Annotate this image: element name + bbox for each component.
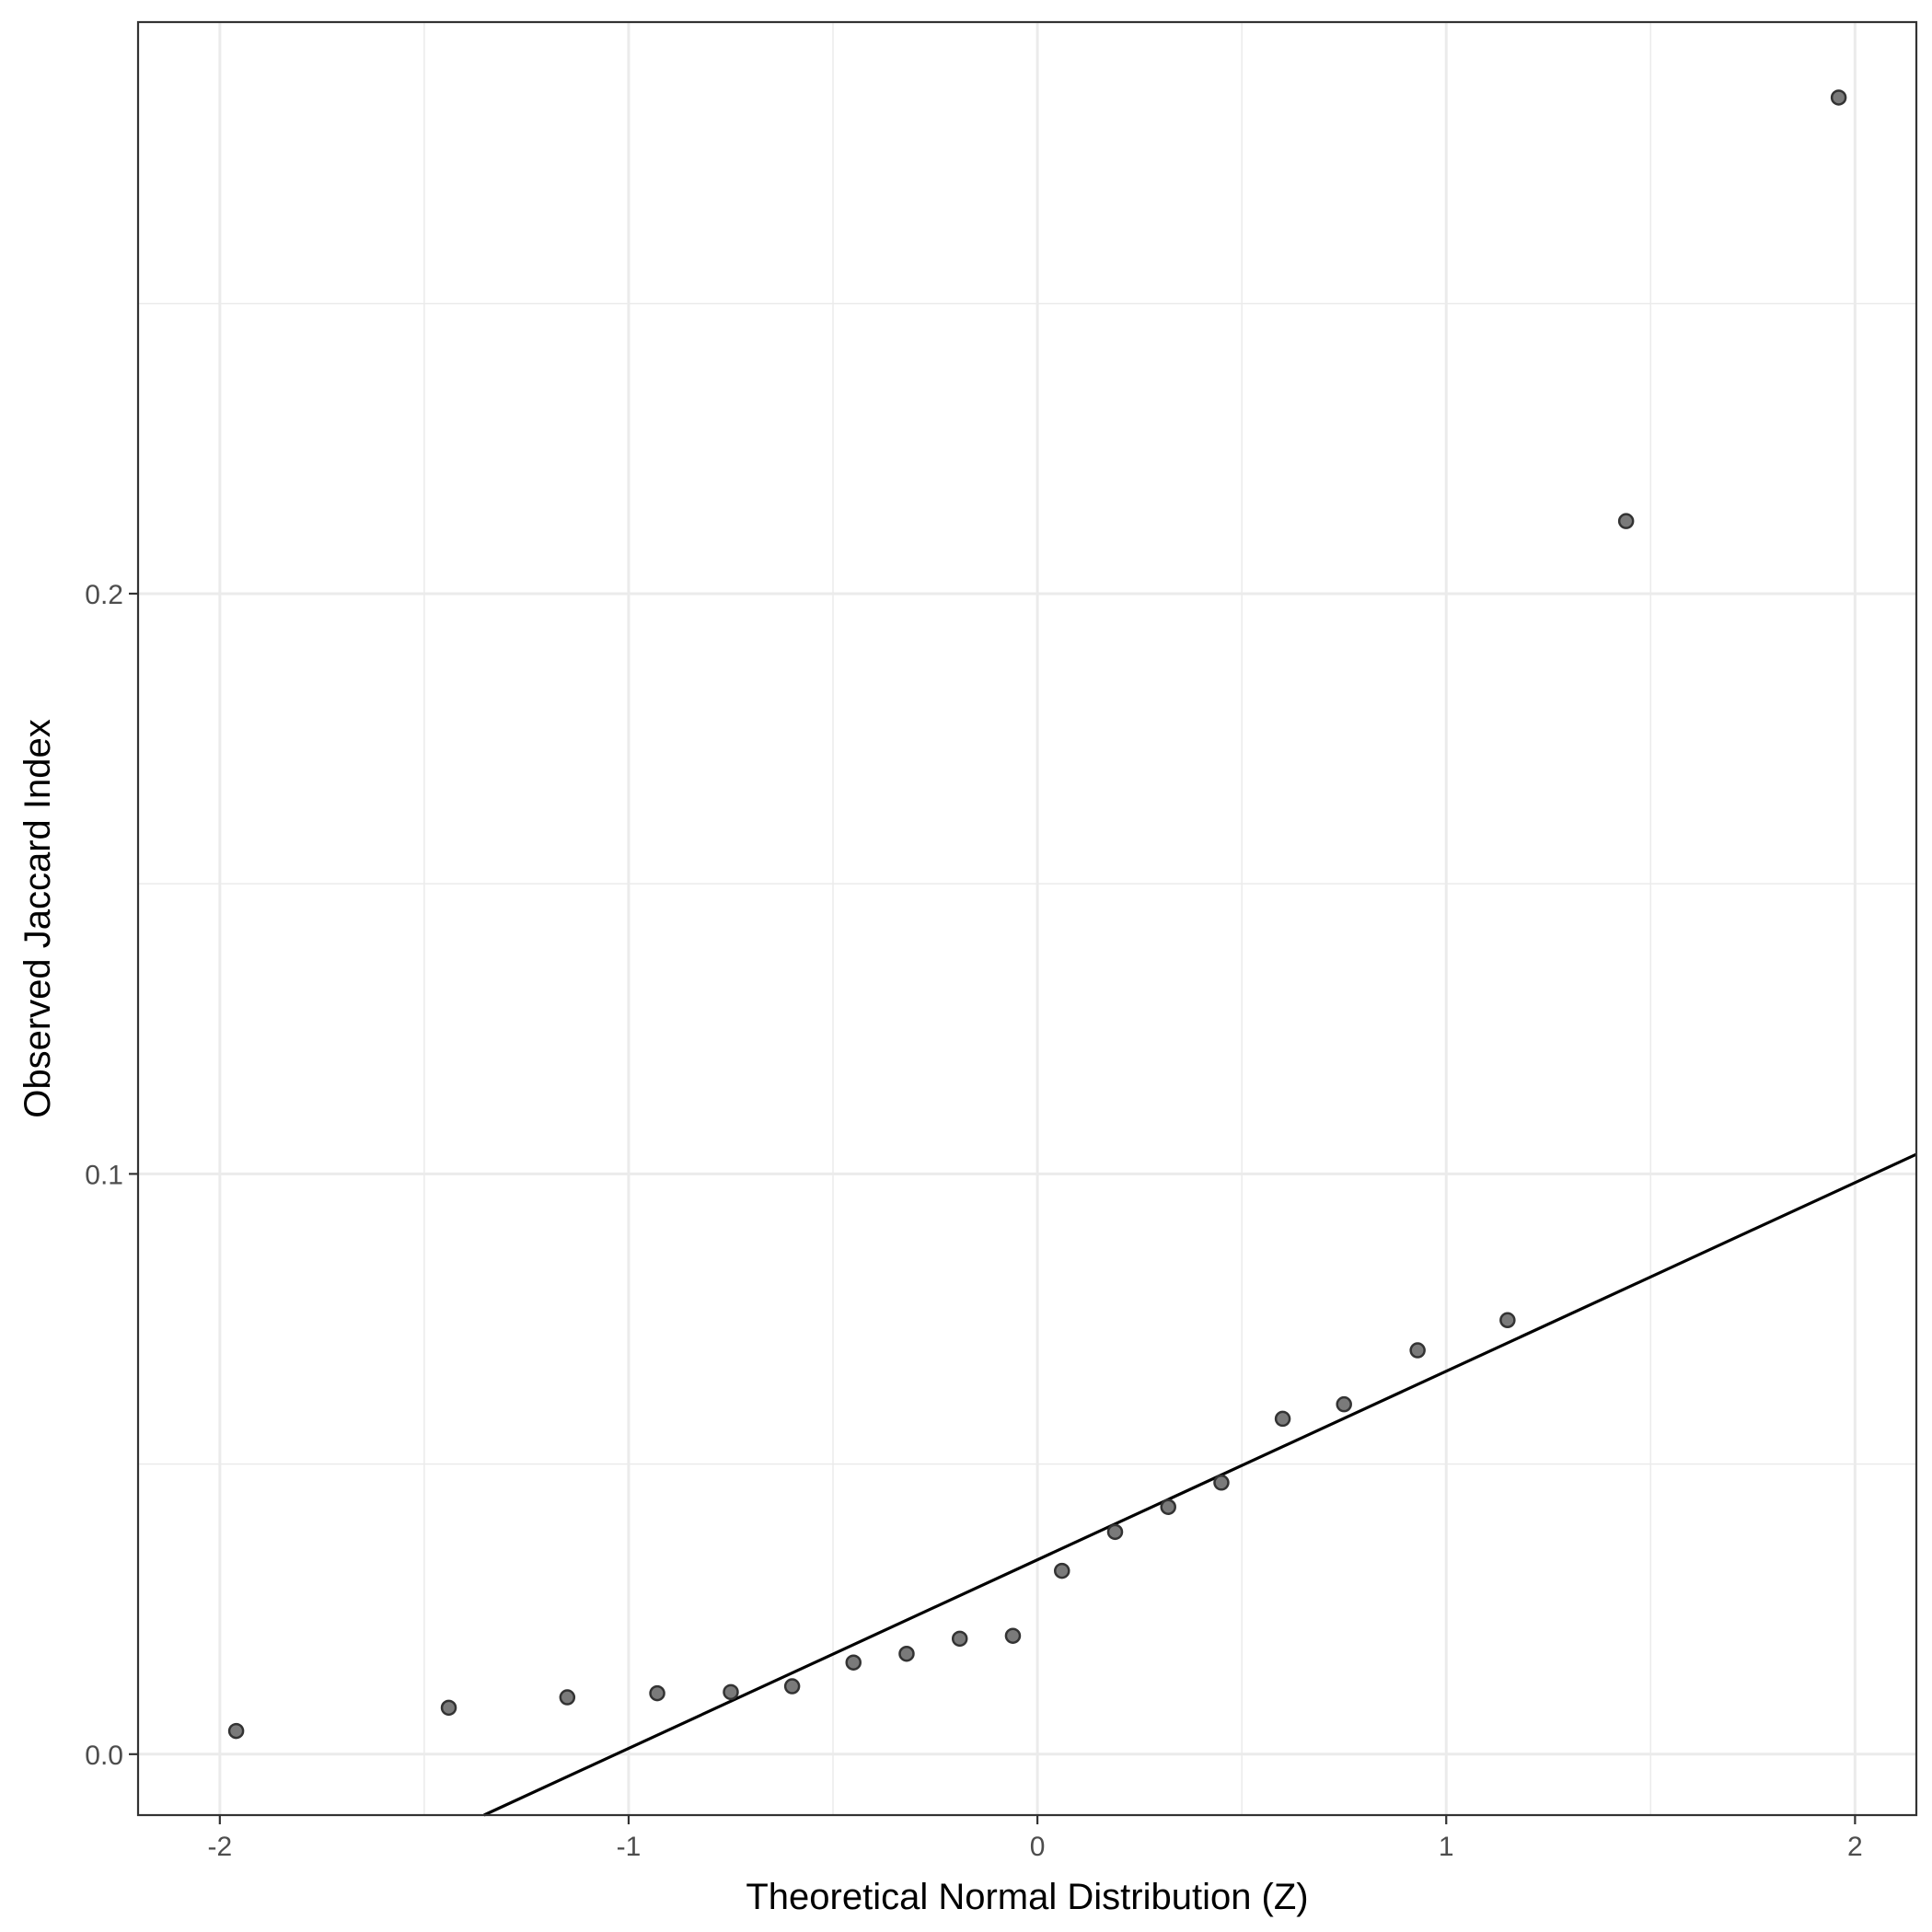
panel-border (136, 20, 1918, 1817)
data-point (1617, 513, 1635, 529)
axis-ticks (129, 592, 1857, 1824)
data-point (1499, 1312, 1516, 1329)
x-tick-label: 0 (1030, 1832, 1046, 1862)
data-point (898, 1645, 915, 1662)
x-tick-label: 2 (1847, 1832, 1863, 1862)
data-point (649, 1684, 665, 1702)
y-tick-label: 0.1 (85, 1160, 123, 1190)
reference-line (483, 1152, 1917, 1817)
x-axis-title: Theoretical Normal Distribution (Z) (746, 1877, 1308, 1917)
data-point (951, 1630, 968, 1648)
data-point (1213, 1475, 1230, 1491)
data-point (1106, 1523, 1124, 1541)
data-point (559, 1689, 576, 1706)
minor-gridlines (138, 22, 1916, 1815)
y-tick-label: 0.0 (85, 1741, 123, 1771)
data-point (227, 1722, 245, 1740)
data-point (1160, 1498, 1176, 1515)
data-point (1004, 1627, 1022, 1644)
data-points (227, 89, 1847, 1740)
data-point (1409, 1342, 1426, 1359)
y-tick-label: 0.2 (85, 580, 123, 610)
data-point (1054, 1562, 1070, 1579)
data-point (783, 1678, 801, 1695)
y-axis-title: Observed Jaccard Index (17, 719, 58, 1118)
data-point (440, 1699, 457, 1717)
reference-line-group (483, 1152, 1917, 1817)
x-tick-label: -1 (617, 1832, 642, 1862)
x-tick-label: 1 (1439, 1832, 1454, 1862)
tick-labels: -2 -1 0 1 2 0.0 0.1 0.2 (85, 580, 1862, 1862)
data-point (1830, 89, 1847, 106)
data-point (723, 1683, 739, 1701)
data-point (1274, 1410, 1291, 1428)
major-gridlines (138, 22, 1916, 1815)
data-point (1336, 1395, 1352, 1413)
data-point (845, 1654, 862, 1671)
x-tick-label: -2 (207, 1832, 232, 1862)
